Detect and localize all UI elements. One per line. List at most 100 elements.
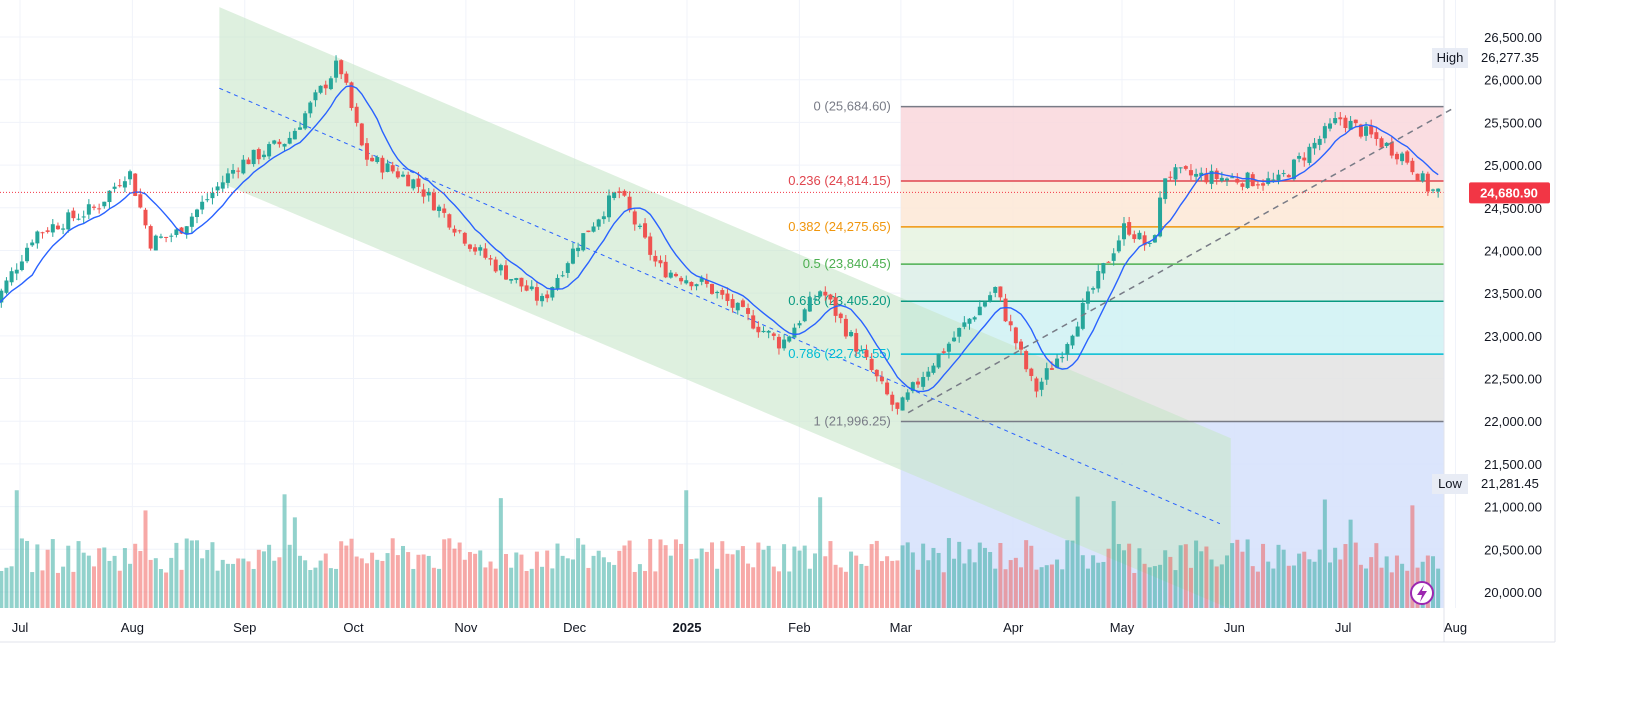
y-tick-label: 24,000.00 [1484,243,1542,258]
volume-bar [586,567,591,608]
volume-bar [447,538,452,608]
volume-bar [694,558,699,608]
candle-body [730,299,735,308]
volume-bar [1034,569,1039,608]
candle-body [504,265,508,280]
candle-body [622,190,627,196]
volume-bar [601,557,606,608]
volume-bar [50,539,55,608]
candle-body [715,291,720,294]
candle-body [380,157,385,173]
candle-body [859,350,864,352]
y-tick-label: 23,000.00 [1484,329,1542,344]
candle-body [9,271,14,283]
y-tick-label: 24,500.00 [1484,201,1542,216]
volume-bar [514,552,519,608]
candle-body [782,339,787,349]
volume-bar [92,566,96,608]
volume-bar [555,543,560,608]
volume-bar [112,555,117,608]
volume-bar [1101,561,1106,608]
volume-bar [1008,560,1013,608]
volume-bar [1353,542,1358,608]
volume-bar [952,558,957,608]
volume-bar [184,538,189,608]
candle-body [92,206,96,208]
candle-body [1384,142,1389,146]
candle-body [401,174,405,177]
candle-body [462,232,467,244]
volume-bar [478,550,483,608]
candle-body [282,143,287,147]
volume-bar [339,541,344,608]
volume-bar [442,539,447,608]
candle-body [45,230,50,232]
trendline[interactable] [0,106,1456,414]
low-label: Low [1438,476,1462,491]
axes: 26,500.00 26,000.00 25,500.00 25,000.00 24,5… [0,0,1556,643]
candle-body [565,263,570,273]
volume-bar [1225,555,1229,608]
x-tick-label: Feb [788,620,810,635]
candle-body [596,219,601,227]
candle-body [220,182,225,189]
candle-body [1338,117,1343,120]
candle-body [1127,222,1132,235]
lightning-button[interactable] [1410,581,1434,605]
candle-body [643,223,648,238]
volume-bar [354,556,359,608]
volume-bar [998,543,1003,608]
volume-bar [158,569,163,608]
volume-bar [359,558,364,608]
volume-bar [895,560,900,608]
candle-body [323,84,328,89]
regression-channel[interactable] [219,7,1231,610]
fib-label: 0.786 (22,785.55) [788,346,891,361]
candle-body [612,192,617,198]
fib-label: 0.618 (23,405.20) [788,293,891,308]
volume-bar [885,556,890,608]
candle-body [679,277,684,282]
candle-body [1091,288,1096,290]
volume-bar [1091,555,1096,608]
candle-body [117,185,122,187]
candle-body [967,318,972,324]
candle-body [416,178,421,187]
volume-bar [1168,556,1173,608]
candle-body [339,60,344,75]
candle-body [452,228,457,233]
candle-body [179,227,184,234]
candle-body [195,209,199,218]
volume-bar [1281,549,1286,608]
candle-body [586,230,591,233]
candle-body [277,141,282,145]
candle-body [164,236,169,238]
y-tick-label: 22,000.00 [1484,414,1542,429]
candle-body [0,290,4,303]
candle-body [684,280,689,284]
x-tick-label: Jun [1224,620,1245,635]
candle-body [395,171,400,178]
candle-body [1374,132,1379,139]
volume-bar [1070,540,1075,608]
candle-body [941,351,946,353]
candle-body [740,300,745,307]
channel-fill [219,7,1231,610]
volume-bar [0,570,4,608]
volume-bar [1271,568,1276,608]
candle-body [431,192,436,211]
volume-bar [231,563,236,608]
candle-body [756,326,761,333]
candle-body [1302,157,1307,161]
volume-bar [1065,540,1070,608]
x-tick-label: Jul [12,620,29,635]
volume-bar [1019,567,1023,608]
volume-bar [416,554,421,608]
candle-body [854,333,859,352]
candle-body [1389,142,1394,156]
low-value: 21,281.45 [1481,476,1539,491]
candle-body [1431,189,1435,191]
candle-body [1163,178,1168,200]
volume-bar [179,569,184,608]
